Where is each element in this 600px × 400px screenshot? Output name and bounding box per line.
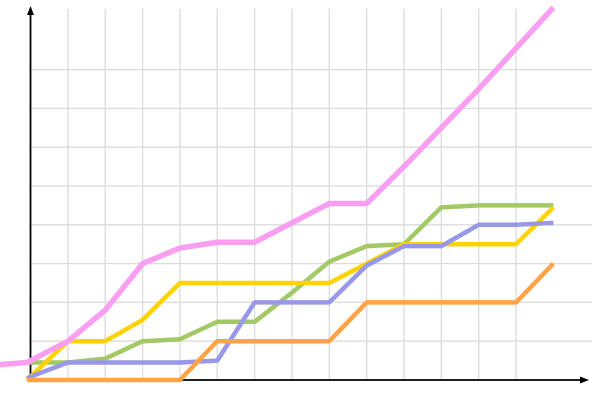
series-periwinkle-line: [26, 220, 554, 381]
series-violet-line: [0, 5, 556, 368]
grid-lines: [30, 9, 592, 380]
series-green-line: [27, 203, 554, 365]
series-gold-line: [25, 205, 555, 382]
y-axis-arrowhead: [27, 6, 34, 15]
series-orange-line: [27, 262, 556, 383]
x-axis-arrowhead: [580, 376, 589, 384]
